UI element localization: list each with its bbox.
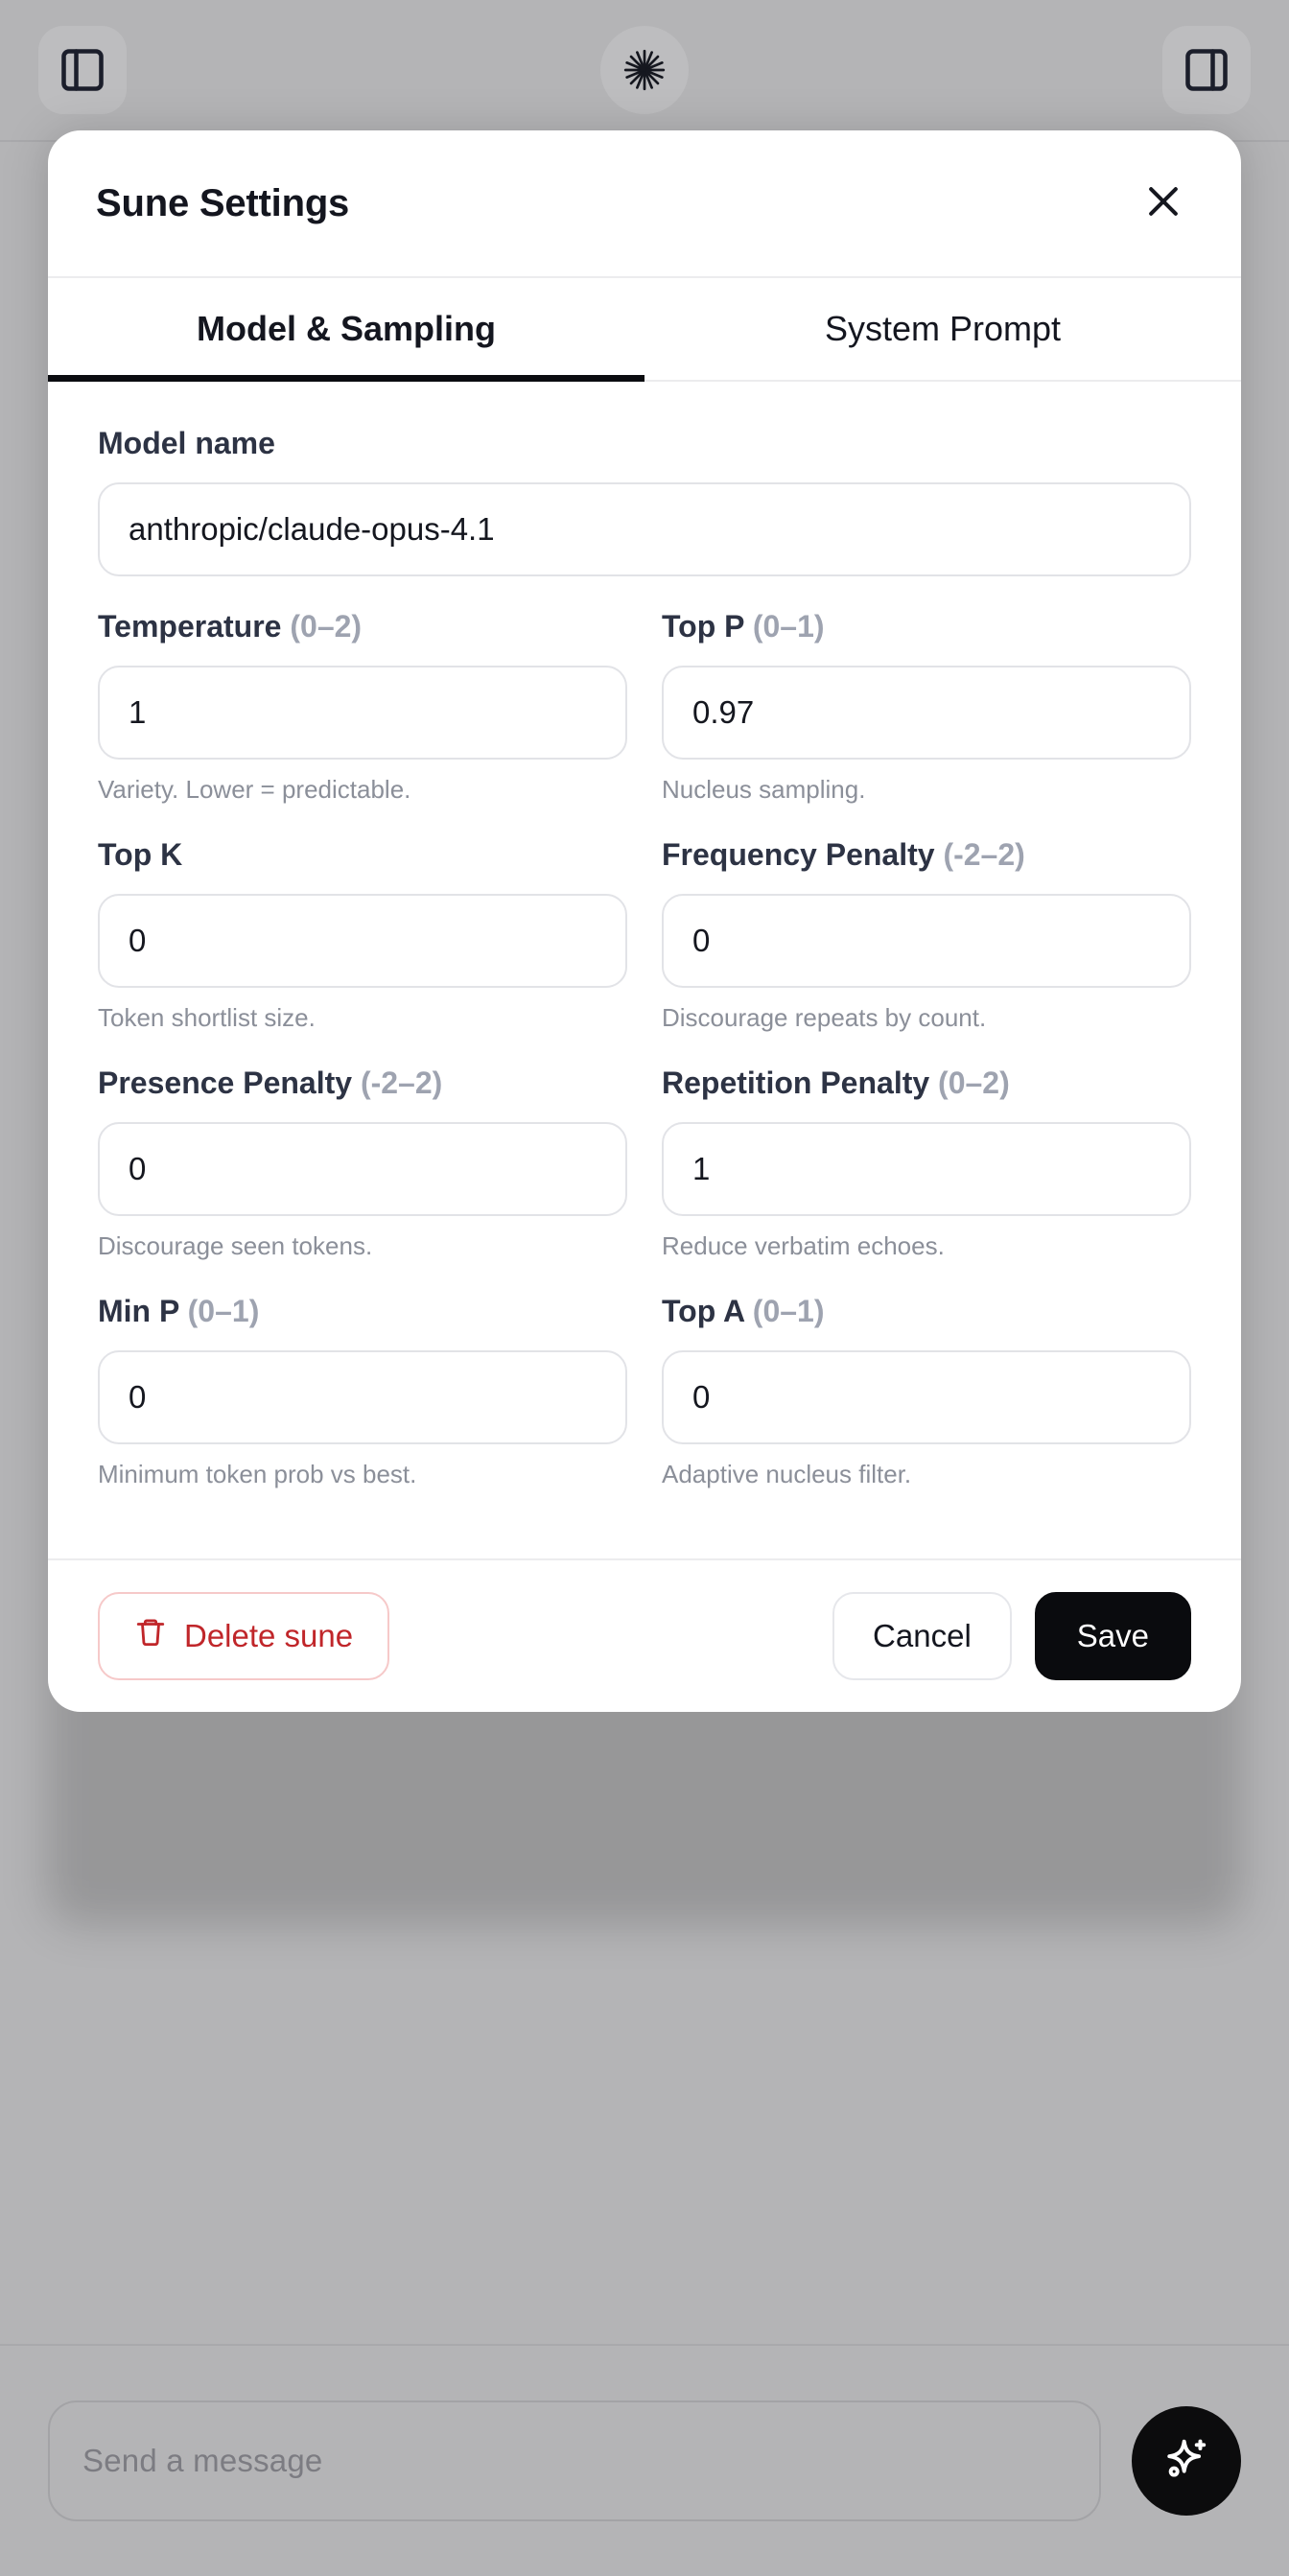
- delete-sune-button[interactable]: Delete sune: [98, 1592, 390, 1680]
- cancel-button[interactable]: Cancel: [832, 1592, 1012, 1680]
- frequency-penalty-value: 0: [692, 923, 711, 958]
- top-k-input[interactable]: 0: [98, 894, 627, 988]
- top-k-label-text: Top K: [98, 837, 183, 872]
- min-p-label: Min P (0–1): [98, 1294, 627, 1329]
- modal-title: Sune Settings: [96, 181, 350, 224]
- top-k-hint: Token shortlist size.: [98, 1003, 316, 1032]
- panel-right-toggle-button[interactable]: [1162, 26, 1251, 114]
- sparkle-icon: [1160, 2432, 1213, 2491]
- top-p-value: 0.97: [692, 694, 755, 730]
- temperature-value: 1: [129, 694, 147, 730]
- model-name-label: Model name: [98, 426, 275, 460]
- presence-penalty-label-text: Presence Penalty: [98, 1066, 353, 1100]
- field-min-p: Min P (0–1) 0 Minimum token prob vs best…: [98, 1294, 627, 1489]
- frequency-penalty-input[interactable]: 0: [662, 894, 1191, 988]
- delete-sune-label: Delete sune: [184, 1618, 354, 1653]
- repetition-penalty-label-text: Repetition Penalty: [662, 1066, 930, 1100]
- starburst-icon: [621, 46, 668, 94]
- top-p-label-text: Top P: [662, 609, 744, 644]
- model-name-input[interactable]: anthropic/claude-opus-4.1: [98, 482, 1191, 576]
- top-a-range: (0–1): [752, 1294, 825, 1328]
- top-k-label: Top K: [98, 837, 627, 873]
- sune-settings-modal: Sune Settings Model & Sampling System Pr…: [48, 130, 1241, 1712]
- min-p-label-text: Min P: [98, 1294, 179, 1328]
- top-a-label: Top A (0–1): [662, 1294, 1191, 1329]
- model-name-value: anthropic/claude-opus-4.1: [129, 511, 495, 547]
- panel-right-icon: [1182, 45, 1231, 95]
- temperature-range: (0–2): [290, 609, 363, 644]
- repetition-penalty-input[interactable]: 1: [662, 1122, 1191, 1216]
- repetition-penalty-range: (0–2): [938, 1066, 1010, 1100]
- cancel-label: Cancel: [873, 1618, 972, 1653]
- top-p-range: (0–1): [752, 609, 825, 644]
- modal-footer: Delete sune Cancel Save: [48, 1558, 1241, 1712]
- top-a-label-text: Top A: [662, 1294, 744, 1328]
- top-a-hint: Adaptive nucleus filter.: [662, 1460, 912, 1488]
- min-p-range: (0–1): [187, 1294, 260, 1328]
- modal-header: Sune Settings: [48, 130, 1241, 278]
- frequency-penalty-label: Frequency Penalty (-2–2): [662, 837, 1191, 873]
- top-p-hint: Nucleus sampling.: [662, 775, 866, 804]
- repetition-penalty-hint: Reduce verbatim echoes.: [662, 1231, 945, 1260]
- repetition-penalty-label: Repetition Penalty (0–2): [662, 1066, 1191, 1101]
- message-input-placeholder: Send a message: [82, 2443, 323, 2478]
- temperature-input[interactable]: 1: [98, 666, 627, 760]
- trash-icon: [134, 1616, 167, 1656]
- top-p-label: Top P (0–1): [662, 609, 1191, 644]
- field-model-name: Model name anthropic/claude-opus-4.1: [98, 426, 1191, 576]
- save-button[interactable]: Save: [1034, 1592, 1191, 1680]
- send-message-button[interactable]: [1132, 2406, 1241, 2516]
- temperature-label-text: Temperature: [98, 609, 282, 644]
- frequency-penalty-range: (-2–2): [943, 837, 1025, 872]
- tab-system-prompt[interactable]: System Prompt: [644, 278, 1241, 380]
- field-frequency-penalty: Frequency Penalty (-2–2) 0 Discourage re…: [662, 837, 1191, 1033]
- tab-model-and-sampling[interactable]: Model & Sampling: [48, 278, 644, 382]
- top-p-input[interactable]: 0.97: [662, 666, 1191, 760]
- message-input[interactable]: Send a message: [48, 2400, 1101, 2521]
- min-p-input[interactable]: 0: [98, 1350, 627, 1444]
- presence-penalty-input[interactable]: 0: [98, 1122, 627, 1216]
- field-presence-penalty: Presence Penalty (-2–2) 0 Discourage see…: [98, 1066, 627, 1261]
- top-a-input[interactable]: 0: [662, 1350, 1191, 1444]
- field-repetition-penalty: Repetition Penalty (0–2) 1 Reduce verbat…: [662, 1066, 1191, 1261]
- presence-penalty-label: Presence Penalty (-2–2): [98, 1066, 627, 1101]
- composer-bar: Send a message: [0, 2344, 1289, 2576]
- panel-left-icon: [58, 45, 107, 95]
- top-a-value: 0: [692, 1379, 711, 1415]
- min-p-hint: Minimum token prob vs best.: [98, 1460, 417, 1488]
- presence-penalty-range: (-2–2): [360, 1066, 443, 1100]
- tab-model-and-sampling-label: Model & Sampling: [196, 309, 496, 348]
- panel-left-toggle-button[interactable]: [38, 26, 127, 114]
- field-top-p: Top P (0–1) 0.97 Nucleus sampling.: [662, 609, 1191, 805]
- field-temperature: Temperature (0–2) 1 Variety. Lower = pre…: [98, 609, 627, 805]
- save-label: Save: [1076, 1618, 1149, 1653]
- sampling-fields-grid: Temperature (0–2) 1 Variety. Lower = pre…: [98, 609, 1191, 1522]
- close-icon: [1142, 180, 1184, 227]
- temperature-label: Temperature (0–2): [98, 609, 627, 644]
- repetition-penalty-value: 1: [692, 1151, 711, 1186]
- min-p-value: 0: [129, 1379, 147, 1415]
- temperature-hint: Variety. Lower = predictable.: [98, 775, 411, 804]
- field-top-k: Top K 0 Token shortlist size.: [98, 837, 627, 1033]
- presence-penalty-value: 0: [129, 1151, 147, 1186]
- presence-penalty-hint: Discourage seen tokens.: [98, 1231, 373, 1260]
- frequency-penalty-hint: Discourage repeats by count.: [662, 1003, 987, 1032]
- close-modal-button[interactable]: [1136, 176, 1191, 231]
- tab-system-prompt-label: System Prompt: [824, 309, 1062, 348]
- footer-actions: Cancel Save: [832, 1592, 1191, 1680]
- starburst-logo-button[interactable]: [600, 26, 689, 114]
- field-top-a: Top A (0–1) 0 Adaptive nucleus filter.: [662, 1294, 1191, 1489]
- frequency-penalty-label-text: Frequency Penalty: [662, 837, 935, 872]
- app-topbar: [0, 0, 1289, 142]
- modal-tabs: Model & Sampling System Prompt: [48, 278, 1241, 382]
- modal-body: Model name anthropic/claude-opus-4.1 Tem…: [48, 382, 1241, 1558]
- top-k-value: 0: [129, 923, 147, 958]
